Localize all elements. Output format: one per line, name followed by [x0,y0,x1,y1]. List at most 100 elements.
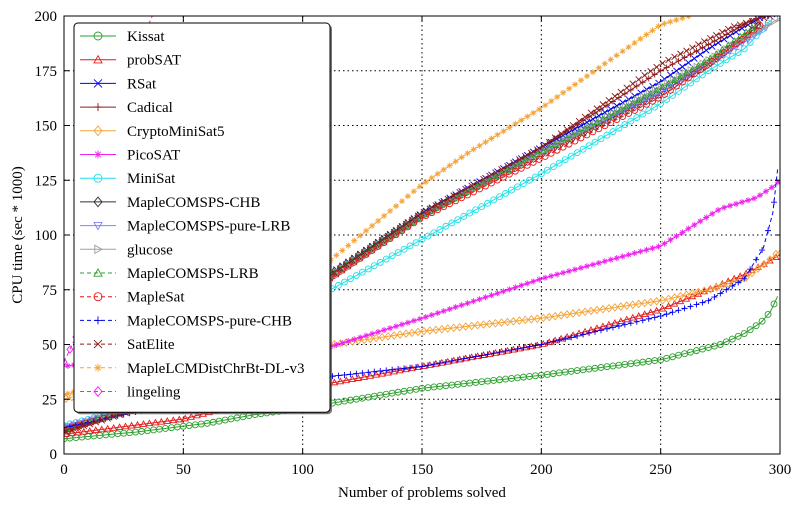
legend-label: Kissat [127,29,165,45]
data-point [700,58,709,66]
data-point [366,371,374,379]
data-point [694,61,703,69]
data-point [488,292,495,299]
data-point [86,420,94,428]
data-point [599,101,607,108]
data-point [643,100,651,108]
data-point [342,376,351,384]
data-point [657,313,664,320]
data-point [599,115,607,122]
data-point [139,420,148,427]
data-point [625,110,633,117]
data-point [593,305,601,315]
legend-marker [94,244,103,255]
data-point [419,363,425,370]
data-point [383,367,390,374]
data-point [775,9,781,15]
ticks: 0 50 100 150 200 250 300 0 25 50 75 100 125 150 175 200 [35,9,792,478]
data-point [652,86,661,94]
data-point [438,324,446,334]
y-tick-label: 125 [35,173,58,189]
data-point [536,106,543,113]
data-point [529,158,537,166]
data-point [699,299,706,306]
data-point [560,89,567,96]
data-point [694,287,702,297]
data-point [718,281,726,290]
data-point [772,249,780,259]
data-point [508,186,515,194]
data-point [658,295,667,305]
data-point [569,130,577,138]
data-point [617,302,625,311]
data-point [505,170,513,178]
data-point [428,174,435,181]
data-point [347,371,354,378]
data-point [711,38,718,45]
data-point [542,102,549,109]
data-point [667,86,674,94]
data-point [595,259,602,266]
data-point [412,239,420,247]
data-point [413,364,420,371]
data-point [363,332,370,339]
data-point [735,24,742,31]
data-point [760,259,768,269]
data-point [533,150,542,157]
data-point [512,120,519,127]
data-point [551,134,559,142]
data-point [663,64,670,71]
data-point [655,243,662,250]
data-point [358,268,366,276]
data-point [416,215,424,223]
data-point [331,269,338,276]
legend-entry: lingeling [80,385,181,401]
data-point [586,330,593,337]
data-point [426,326,434,335]
data-point [491,172,500,180]
data-point [533,314,541,323]
data-point [688,292,697,300]
data-point [631,39,638,46]
data-point [603,102,610,109]
data-point [390,228,398,236]
data-point [711,294,718,301]
data-point [535,155,543,163]
data-point [537,170,545,178]
data-point [697,218,704,225]
legend-marker [93,79,103,88]
data-point [127,421,136,429]
data-point [571,137,579,145]
data-point [382,255,390,263]
legend-entry: RSat [80,76,157,92]
data-point [619,48,626,55]
data-point [545,143,553,151]
data-point [716,60,724,67]
data-point [454,216,462,224]
legend-marker [93,196,103,208]
data-point [566,268,573,275]
data-point [675,57,682,64]
data-point [685,59,692,66]
data-point [398,198,405,205]
legend-marker [93,173,103,183]
data-point [557,130,565,137]
data-point [658,304,667,312]
data-point [771,17,778,26]
data-point [548,98,555,105]
data-point [497,169,506,176]
data-point [605,96,613,104]
data-point [637,248,644,255]
data-point [777,6,783,12]
data-point [733,200,740,207]
data-point [609,98,616,105]
data-point [607,119,615,127]
legend-entry: SatElite [80,337,175,353]
data-point [526,343,533,350]
data-point [583,263,590,270]
data-point [684,74,692,82]
data-point [595,64,602,71]
data-point [68,426,76,433]
data-point [468,182,475,190]
data-point [690,70,698,78]
